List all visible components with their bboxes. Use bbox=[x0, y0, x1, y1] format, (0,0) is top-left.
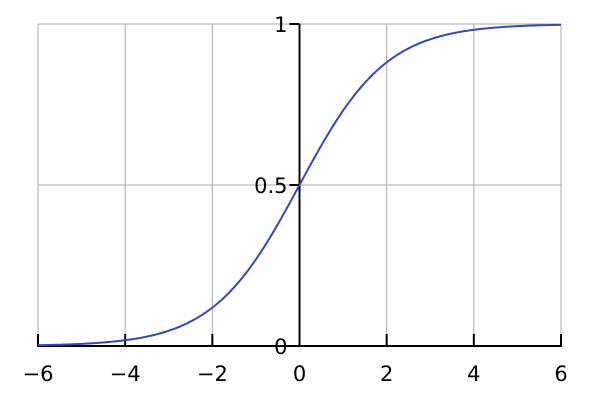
series-group bbox=[37, 23, 562, 347]
y-tick-label: 0 bbox=[274, 335, 287, 359]
tick-labels: −6 −4 −2 0 2 4 6 0 0.5 1 bbox=[23, 13, 568, 386]
y-tick-label: 0.5 bbox=[254, 174, 287, 198]
series-line bbox=[37, 23, 562, 347]
x-tick-label: −6 bbox=[23, 362, 54, 386]
y-tick-label: 1 bbox=[274, 13, 287, 37]
x-tick-label: −2 bbox=[197, 362, 228, 386]
x-tick-label: −4 bbox=[110, 362, 141, 386]
x-tick-label: 0 bbox=[293, 362, 306, 386]
x-tick-label: 4 bbox=[467, 362, 480, 386]
x-tick-label: 6 bbox=[554, 362, 567, 386]
x-tick-label: 2 bbox=[380, 362, 393, 386]
